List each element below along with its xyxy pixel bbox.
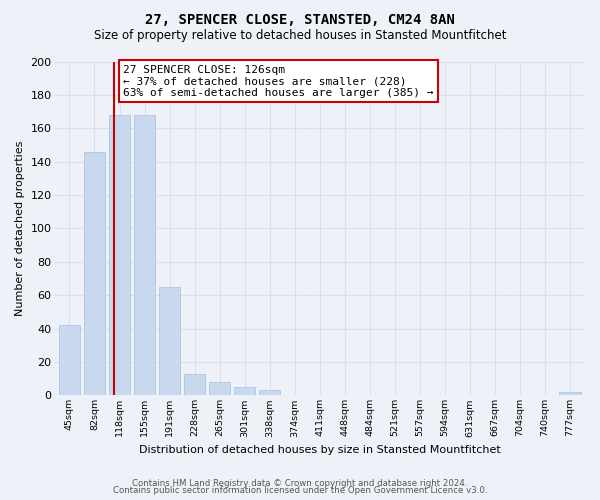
Bar bbox=[559, 392, 581, 396]
Bar bbox=[184, 374, 205, 396]
Text: Size of property relative to detached houses in Stansted Mountfitchet: Size of property relative to detached ho… bbox=[94, 29, 506, 42]
Bar bbox=[209, 382, 230, 396]
Y-axis label: Number of detached properties: Number of detached properties bbox=[15, 141, 25, 316]
Text: Contains public sector information licensed under the Open Government Licence v3: Contains public sector information licen… bbox=[113, 486, 487, 495]
Text: 27 SPENCER CLOSE: 126sqm
← 37% of detached houses are smaller (228)
63% of semi-: 27 SPENCER CLOSE: 126sqm ← 37% of detach… bbox=[124, 65, 434, 98]
X-axis label: Distribution of detached houses by size in Stansted Mountfitchet: Distribution of detached houses by size … bbox=[139, 445, 500, 455]
Bar bbox=[159, 287, 180, 396]
Bar bbox=[134, 115, 155, 396]
Text: Contains HM Land Registry data © Crown copyright and database right 2024.: Contains HM Land Registry data © Crown c… bbox=[132, 478, 468, 488]
Bar bbox=[84, 152, 105, 396]
Text: 27, SPENCER CLOSE, STANSTED, CM24 8AN: 27, SPENCER CLOSE, STANSTED, CM24 8AN bbox=[145, 12, 455, 26]
Bar bbox=[259, 390, 280, 396]
Bar bbox=[59, 326, 80, 396]
Bar bbox=[109, 115, 130, 396]
Bar bbox=[234, 387, 255, 396]
